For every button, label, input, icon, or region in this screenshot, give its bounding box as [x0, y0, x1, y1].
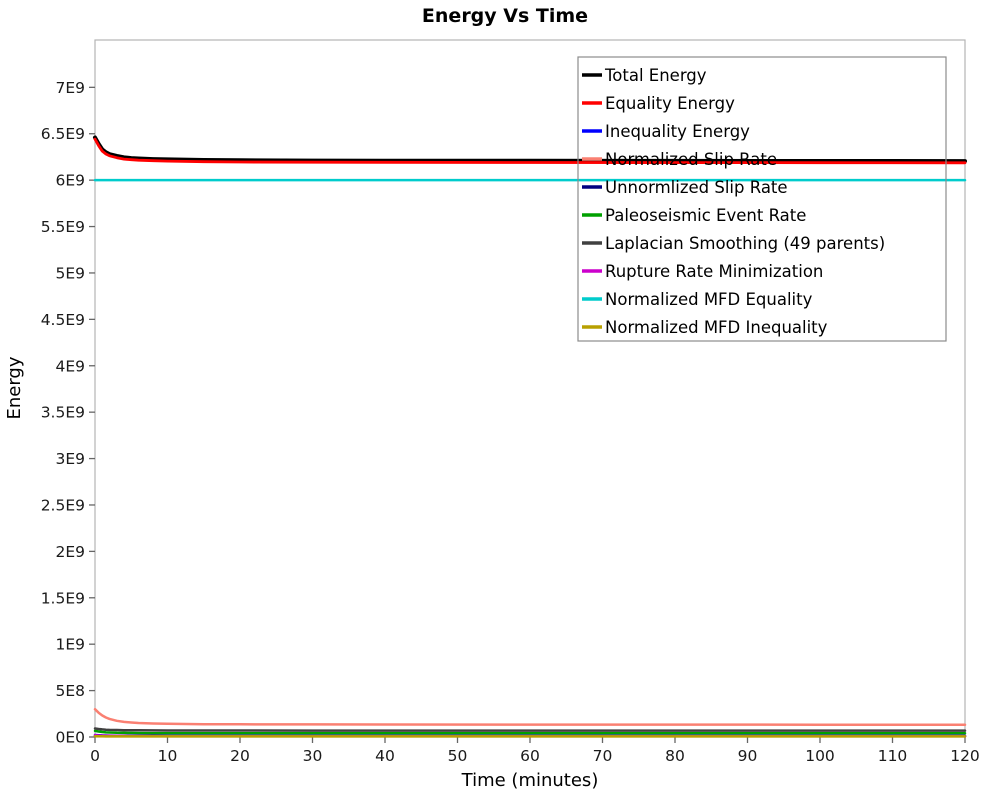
x-tick-label: 10: [158, 747, 178, 765]
legend-label: Normalized Slip Rate: [605, 150, 777, 169]
series-lines: [93, 135, 967, 738]
legend-box: [577, 56, 947, 342]
series-line-laplacian-smoothing-49-parents-: [93, 727, 967, 732]
legend-label: Unnormlized Slip Rate: [605, 178, 788, 197]
x-axis-label: Time (minutes): [461, 770, 599, 791]
x-tick-label: 100: [805, 747, 835, 765]
y-tick-label: 1E9: [55, 636, 85, 654]
y-tick-label: 5E8: [55, 682, 85, 700]
legend-label: Equality Energy: [605, 94, 735, 113]
y-tick-label: 3.5E9: [41, 404, 85, 422]
x-tick-label: 60: [520, 747, 540, 765]
y-tick-label: 5E9: [55, 264, 85, 282]
series-line-equality-energy: [93, 137, 967, 165]
x-tick-label: 90: [738, 747, 758, 765]
chart-title: Energy Vs Time: [422, 5, 588, 27]
legend-label: Paleoseismic Event Rate: [605, 206, 806, 225]
y-tick-label: 6.5E9: [41, 125, 85, 143]
legend-label: Inequality Energy: [605, 122, 750, 141]
x-tick-label: 70: [593, 747, 613, 765]
legend-label: Rupture Rate Minimization: [605, 262, 823, 281]
series-line-normalized-slip-rate: [93, 707, 967, 726]
series-line-total-energy: [93, 135, 967, 164]
legend-label: Laplacian Smoothing (49 parents): [605, 234, 885, 253]
y-tick-label: 2E9: [55, 543, 85, 561]
x-tick-label: 50: [448, 747, 468, 765]
y-tick-label: 4E9: [55, 357, 85, 375]
y-tick-label: 0E0: [55, 729, 85, 747]
series-line-paleoseismic-event-rate: [93, 729, 967, 735]
x-tick-label: 0: [90, 747, 100, 765]
y-tick-label: 7E9: [55, 79, 85, 97]
legend-label: Total Energy: [604, 66, 707, 85]
legend: Total Energy Equality Energy Inequality En…: [577, 56, 947, 342]
x-tick-label: 30: [303, 747, 323, 765]
y-tick-label: 1.5E9: [41, 589, 85, 607]
legend-label: Normalized MFD Equality: [605, 290, 813, 309]
y-tick-label: 6E9: [55, 172, 85, 190]
x-tick-label: 40: [375, 747, 395, 765]
y-axis-label: Energy: [4, 356, 25, 419]
x-tick-label: 20: [230, 747, 250, 765]
y-tick-label: 2.5E9: [41, 496, 85, 514]
y-tick-label: 3E9: [55, 450, 85, 468]
x-tick-label: 120: [950, 747, 980, 765]
plot-border: [94, 39, 966, 738]
legend-label: Normalized MFD Inequality: [605, 318, 828, 337]
x-tick-label: 80: [665, 747, 685, 765]
x-tick-label: 110: [878, 747, 908, 765]
y-tick-label: 5.5E9: [41, 218, 85, 236]
y-tick-label: 4.5E9: [41, 311, 85, 329]
axes: 0E0 5E8 1E9 1.5E9 2E9 2.5E9 3E9 3.5E9 4E9 4.5E9 5E…: [41, 39, 980, 765]
